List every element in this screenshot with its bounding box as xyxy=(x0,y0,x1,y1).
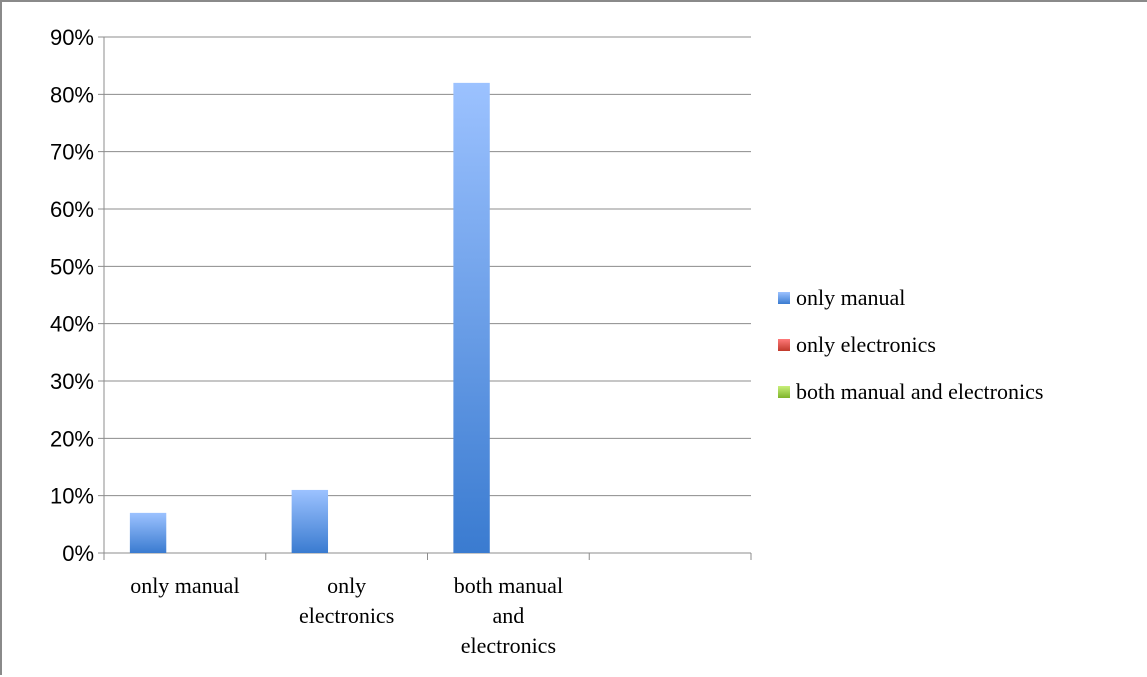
y-tick-label: 40% xyxy=(50,312,94,337)
x-category-label: and xyxy=(492,603,524,628)
x-category-label: electronics xyxy=(461,633,556,658)
y-tick-label: 80% xyxy=(50,82,94,107)
bar xyxy=(291,489,329,553)
y-tick-label: 20% xyxy=(50,426,94,451)
y-tick-label: 70% xyxy=(50,140,94,165)
axes xyxy=(103,37,752,560)
legend: only manual only electronics both manual a… xyxy=(778,285,1043,404)
y-axis-tick-labels: 0% 10% 20% 30% 40% 50% 60% 70% 80% 90% xyxy=(50,25,94,566)
y-tick-label: 0% xyxy=(62,541,94,566)
legend-swatch xyxy=(778,292,790,304)
gridlines xyxy=(98,36,751,554)
bar xyxy=(453,82,490,553)
bars xyxy=(129,82,490,553)
legend-swatch xyxy=(778,386,790,398)
bar xyxy=(129,512,167,553)
legend-label: both manual and electronics xyxy=(796,379,1043,404)
legend-label: only electronics xyxy=(796,332,936,357)
legend-swatch xyxy=(778,339,790,351)
y-tick-label: 50% xyxy=(50,254,94,279)
x-category-label: both manual xyxy=(454,573,563,598)
x-category-label: only manual xyxy=(130,573,239,598)
x-axis-category-labels: only manual only electronics both manual and… xyxy=(130,573,563,658)
y-tick-label: 10% xyxy=(50,484,94,509)
y-tick-label: 60% xyxy=(50,197,94,222)
y-tick-label: 90% xyxy=(50,25,94,50)
legend-label: only manual xyxy=(796,285,905,310)
x-category-label: only xyxy=(327,573,366,598)
y-tick-label: 30% xyxy=(50,369,94,394)
x-category-label: electronics xyxy=(299,603,394,628)
